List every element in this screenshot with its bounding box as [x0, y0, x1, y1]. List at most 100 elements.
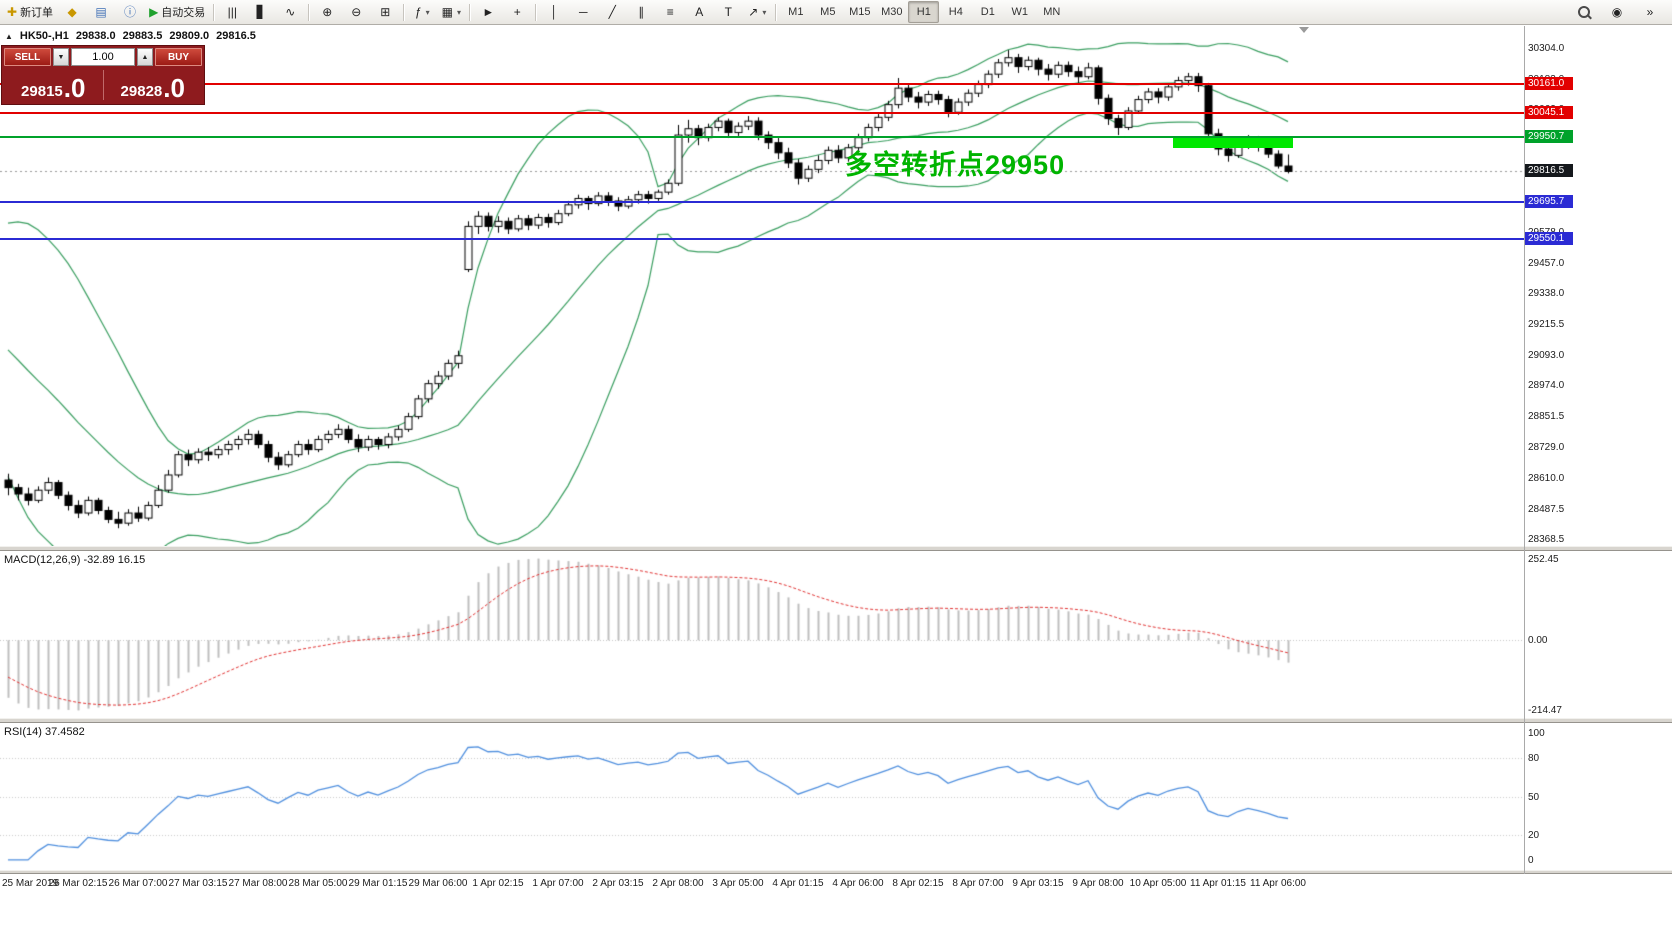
rsi-indicator-canvas[interactable]	[0, 723, 1524, 870]
main-chart-canvas[interactable]	[0, 26, 1524, 546]
channel-icon[interactable]: ∥	[627, 1, 655, 23]
vertical-line-icon: │	[550, 5, 559, 19]
horizontal-line-object[interactable]	[0, 136, 1524, 139]
macd-axis-tick: 0.00	[1528, 635, 1548, 647]
market-depth-icon[interactable]: ▤	[87, 1, 115, 23]
arrows-icon[interactable]: ↗ ▾	[743, 1, 771, 23]
price-axis-tick: 28974.0	[1528, 380, 1565, 392]
time-axis-label: 8 Apr 07:00	[952, 878, 1004, 889]
rsi-axis[interactable]: 100 80 50 20 0	[1524, 723, 1672, 870]
toolbar-separator	[775, 3, 777, 21]
time-axis-label: 26 Mar 02:15	[48, 878, 108, 889]
templates-icon: ▦	[441, 5, 453, 19]
indicators-icon[interactable]: ƒ ▾	[408, 1, 436, 23]
timeframe-button-m15[interactable]: M15	[849, 6, 871, 18]
timeframe-button-m30[interactable]: M30	[881, 6, 903, 18]
timeframe-button-w1[interactable]: W1	[1011, 6, 1029, 18]
chart-shift-marker[interactable]	[1299, 27, 1309, 33]
new-order-icon: ✚	[7, 5, 18, 19]
price-level-tag: 29550.1	[1525, 232, 1573, 246]
bar-chart-icon: |||	[227, 5, 237, 19]
volume-increase-button[interactable]: ▲	[137, 48, 153, 66]
trendline-icon[interactable]: ╱	[598, 1, 626, 23]
community-icon[interactable]: ◉	[1603, 1, 1631, 23]
time-axis-label: 2 Apr 08:00	[652, 878, 704, 889]
fibonacci-icon[interactable]: ≡	[656, 1, 684, 23]
timeframe-button-h1[interactable]: H1	[908, 1, 940, 23]
price-axis[interactable]: 30304.030183.030062.029941.029820.029699…	[1524, 26, 1672, 546]
text-icon[interactable]: A	[685, 1, 713, 23]
dropdown-arrow-icon: ▾	[425, 7, 430, 17]
candlestick-chart-icon[interactable]: ▋	[247, 1, 275, 23]
time-axis-label: 9 Apr 08:00	[1072, 878, 1124, 889]
cursor-icon[interactable]: ►	[474, 1, 502, 23]
macd-axis[interactable]: 252.45 0.00 -214.47	[1524, 551, 1672, 718]
pivot-annotation-text[interactable]: 多空转折点29950	[845, 150, 1066, 180]
time-axis-label: 28 Mar 05:00	[288, 878, 348, 889]
horizontal-line-object[interactable]	[0, 238, 1524, 241]
horizontal-line-object[interactable]	[0, 83, 1524, 86]
autotrading-button[interactable]: ▶ 自动交易	[145, 1, 209, 23]
time-axis-label: 3 Apr 05:00	[712, 878, 764, 889]
zoom-in-icon[interactable]: ⊕	[313, 1, 341, 23]
horizontal-line-icon[interactable]: ─	[569, 1, 597, 23]
rsi-axis-tick: 80	[1528, 753, 1540, 765]
sell-price-big-digits: .0	[63, 73, 86, 104]
time-axis-label: 29 Mar 06:00	[408, 878, 468, 889]
pane-separator[interactable]	[0, 718, 1672, 723]
info-icon[interactable]: ⓘ	[116, 1, 144, 23]
horizontal-line-object[interactable]	[0, 201, 1524, 204]
buy-button[interactable]: BUY	[155, 48, 202, 66]
text-label-icon[interactable]: T	[714, 1, 742, 23]
bar-chart-icon[interactable]: |||	[218, 1, 246, 23]
time-axis-label: 27 Mar 08:00	[228, 878, 288, 889]
timeframe-button-mn[interactable]: MN	[1043, 6, 1061, 18]
templates-icon[interactable]: ▦ ▾	[437, 1, 465, 23]
timeframe-button-d1[interactable]: D1	[980, 6, 995, 18]
toolbar-overflow-icon[interactable]: »	[1636, 1, 1664, 23]
pane-separator[interactable]	[0, 546, 1672, 551]
price-level-tag: 30161.0	[1525, 77, 1573, 91]
timeframe-button-m1[interactable]: M1	[788, 6, 804, 18]
zoom-out-icon[interactable]: ⊖	[342, 1, 370, 23]
time-axis-label: 8 Apr 02:15	[892, 878, 944, 889]
line-chart-icon: ∿	[285, 5, 296, 19]
market-depth-icon: ▤	[95, 5, 107, 19]
tile-windows-icon: ⊞	[380, 5, 391, 19]
timeframe-button-h4[interactable]: H4	[948, 6, 963, 18]
collapse-panel-icon[interactable]: ▲	[5, 31, 13, 41]
time-axis-label: 10 Apr 05:00	[1129, 878, 1187, 889]
buy-price-big-digits: .0	[163, 73, 185, 104]
price-axis-tick: 29338.0	[1528, 287, 1565, 299]
crosshair-icon: +	[513, 5, 521, 19]
time-axis-label: 25 Mar 2019	[2, 878, 59, 889]
sell-button[interactable]: SELL	[4, 48, 51, 66]
horizontal-line-icon: ─	[579, 5, 588, 19]
horizontal-line-object[interactable]	[0, 112, 1524, 115]
time-axis-label: 1 Apr 02:15	[472, 878, 524, 889]
timeframe-button-m5[interactable]: M5	[820, 6, 836, 18]
sell-price[interactable]: 29815 .0	[4, 68, 103, 102]
line-chart-icon[interactable]: ∿	[276, 1, 304, 23]
pane-separator[interactable]	[0, 870, 1672, 874]
volume-input[interactable]	[71, 48, 135, 66]
buy-price[interactable]: 29828 .0	[104, 68, 203, 102]
macd-indicator-canvas[interactable]	[0, 551, 1524, 718]
macd-axis-tick: -214.47	[1528, 705, 1562, 717]
vertical-line-icon[interactable]: │	[540, 1, 568, 23]
ohlc-high: 29883.5	[122, 30, 163, 42]
time-axis[interactable]: 25 Mar 2019 26 Mar 02:15 26 Mar 07:00 27 Ma…	[0, 874, 1672, 894]
volume-decrease-button[interactable]: ▼	[53, 48, 69, 66]
time-axis-label: 11 Apr 06:00	[1250, 878, 1306, 889]
crosshair-icon[interactable]: +	[503, 1, 531, 23]
symbols-icon[interactable]: ◆	[58, 1, 86, 23]
rsi-axis-tick: 50	[1528, 791, 1540, 803]
tile-windows-icon[interactable]: ⊞	[371, 1, 399, 23]
candlestick-chart-icon: ▋	[256, 5, 266, 19]
new-order-button[interactable]: ✚ 新订单	[3, 1, 57, 23]
highlight-rectangle[interactable]	[1173, 137, 1293, 148]
price-level-tag: 29950.7	[1525, 130, 1573, 144]
macd-indicator-label: MACD(12,26,9) -32.89 16.15	[4, 554, 146, 566]
search-icon[interactable]	[1570, 1, 1598, 23]
zoom-in-icon: ⊕	[322, 5, 333, 19]
